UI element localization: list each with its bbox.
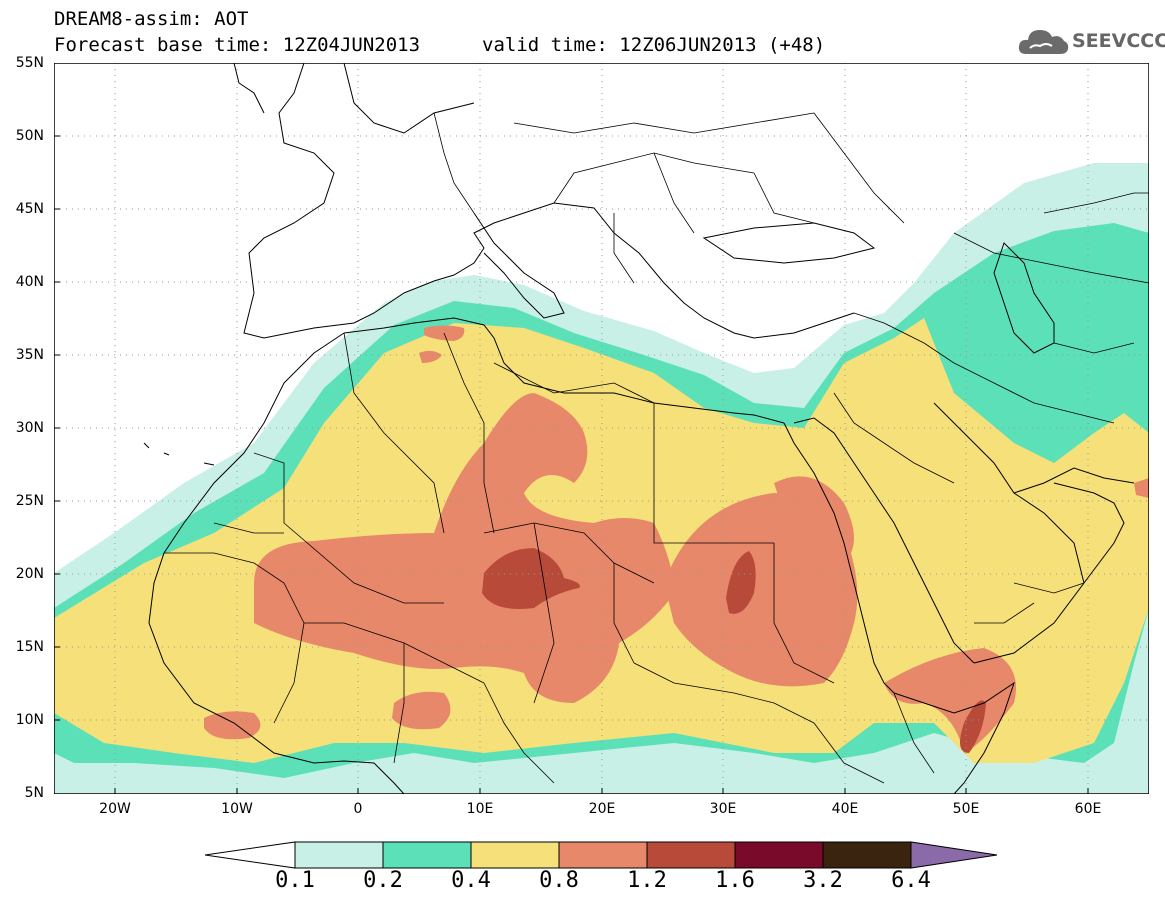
colorbar-segment-0.4 [470,841,560,869]
aot-band-0.8-east [664,493,858,687]
lat-label-40n: 40N [15,274,44,290]
aot-band-0.8-redsea [774,476,854,563]
lat-label-15n: 15N [15,639,44,655]
aot-band-0.8-algeria [419,350,442,363]
aot-band-1.2-somalia [960,700,986,753]
colorbar-segment-1.6 [734,841,824,869]
colorbar-label-0.4: 0.4 [451,868,491,893]
colorbar-segment-3.2 [822,841,912,869]
lon-label-20e: 20E [588,801,616,817]
graticule [54,63,1149,794]
lon-label-30e: 30E [709,801,737,817]
seevccc-logo: SEEVCCC [1016,24,1165,58]
aot-band-0.8-wafrica [204,711,261,740]
colorbar-label-0.1: 0.1 [275,868,315,893]
lon-label-60e: 60E [1074,801,1102,817]
colorbar-segment-below [205,841,296,869]
lat-label-55n: 55N [15,55,44,71]
aot-band-1.2-sudan [726,551,756,614]
colorbar-label-0.2: 0.2 [363,868,403,893]
lat-label-45n: 45N [15,201,44,217]
lon-label-40e: 40E [831,801,859,817]
aot-band-0.8-horn [884,648,1016,753]
colorbar-label-1.6: 1.6 [715,868,755,893]
aot-band-0.8-nigeria [392,691,451,730]
title-valid-time: valid time: 12Z06JUN2013 (+48) [482,34,826,56]
lon-label-10w: 10W [221,801,253,817]
colorbar-segment-above [910,841,998,869]
cloud-icon [1018,30,1069,54]
colorbar [205,841,998,869]
logo-text: SEEVCCC [1072,30,1165,52]
lat-label-30n: 30N [15,420,44,436]
lon-label-10e: 10E [466,801,494,817]
lon-label-20w: 20W [99,801,131,817]
aot-band-0.8-gulf [1134,478,1149,498]
colorbar-segment-0.2 [382,841,472,869]
colorbar-label-1.2: 1.2 [627,868,667,893]
aot-map [54,63,1149,794]
aot-band-1.2-chad [482,548,580,609]
colorbar-segment-0.1 [294,841,384,869]
aot-band-0.8-main [254,393,674,703]
lat-label-50n: 50N [15,128,44,144]
colorbar-segment-0.8 [558,841,648,869]
title-product: DREAM8-assim: AOT [54,8,249,30]
colorbar-segment-1.2 [646,841,736,869]
colorbar-label-3.2: 3.2 [803,868,843,893]
lon-label-0: 0 [353,801,363,817]
lat-label-10n: 10N [15,712,44,728]
lat-label-25n: 25N [15,493,44,509]
colorbar-label-0.8: 0.8 [539,868,579,893]
lon-label-50e: 50E [952,801,980,817]
lat-label-35n: 35N [15,347,44,363]
lat-label-5n: 5N [24,785,44,801]
title-base-time: Forecast base time: 12Z04JUN2013 [54,34,421,56]
axis-ticks [54,135,1089,794]
lat-label-20n: 20N [15,566,44,582]
country-borders [164,112,1149,784]
coastlines [143,63,1135,794]
colorbar-label-6.4: 6.4 [891,868,931,893]
